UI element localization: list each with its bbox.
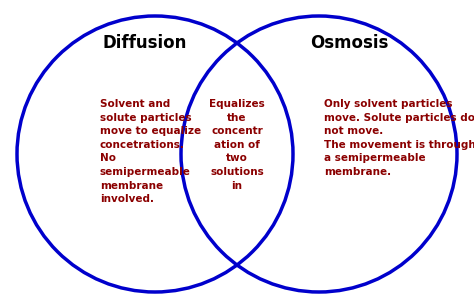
Text: Only solvent particles
move. Solute particles do
not move.
The movement is throu: Only solvent particles move. Solute part… xyxy=(324,99,474,177)
Text: Equalizes
the
concentr
ation of
two
solutions
in: Equalizes the concentr ation of two solu… xyxy=(209,99,265,191)
Text: Solvent and
solute particles
move to equalize
concetrations.
No
semipermeable
me: Solvent and solute particles move to equ… xyxy=(100,99,201,204)
Text: Osmosis: Osmosis xyxy=(310,34,388,52)
Text: Diffusion: Diffusion xyxy=(103,34,187,52)
